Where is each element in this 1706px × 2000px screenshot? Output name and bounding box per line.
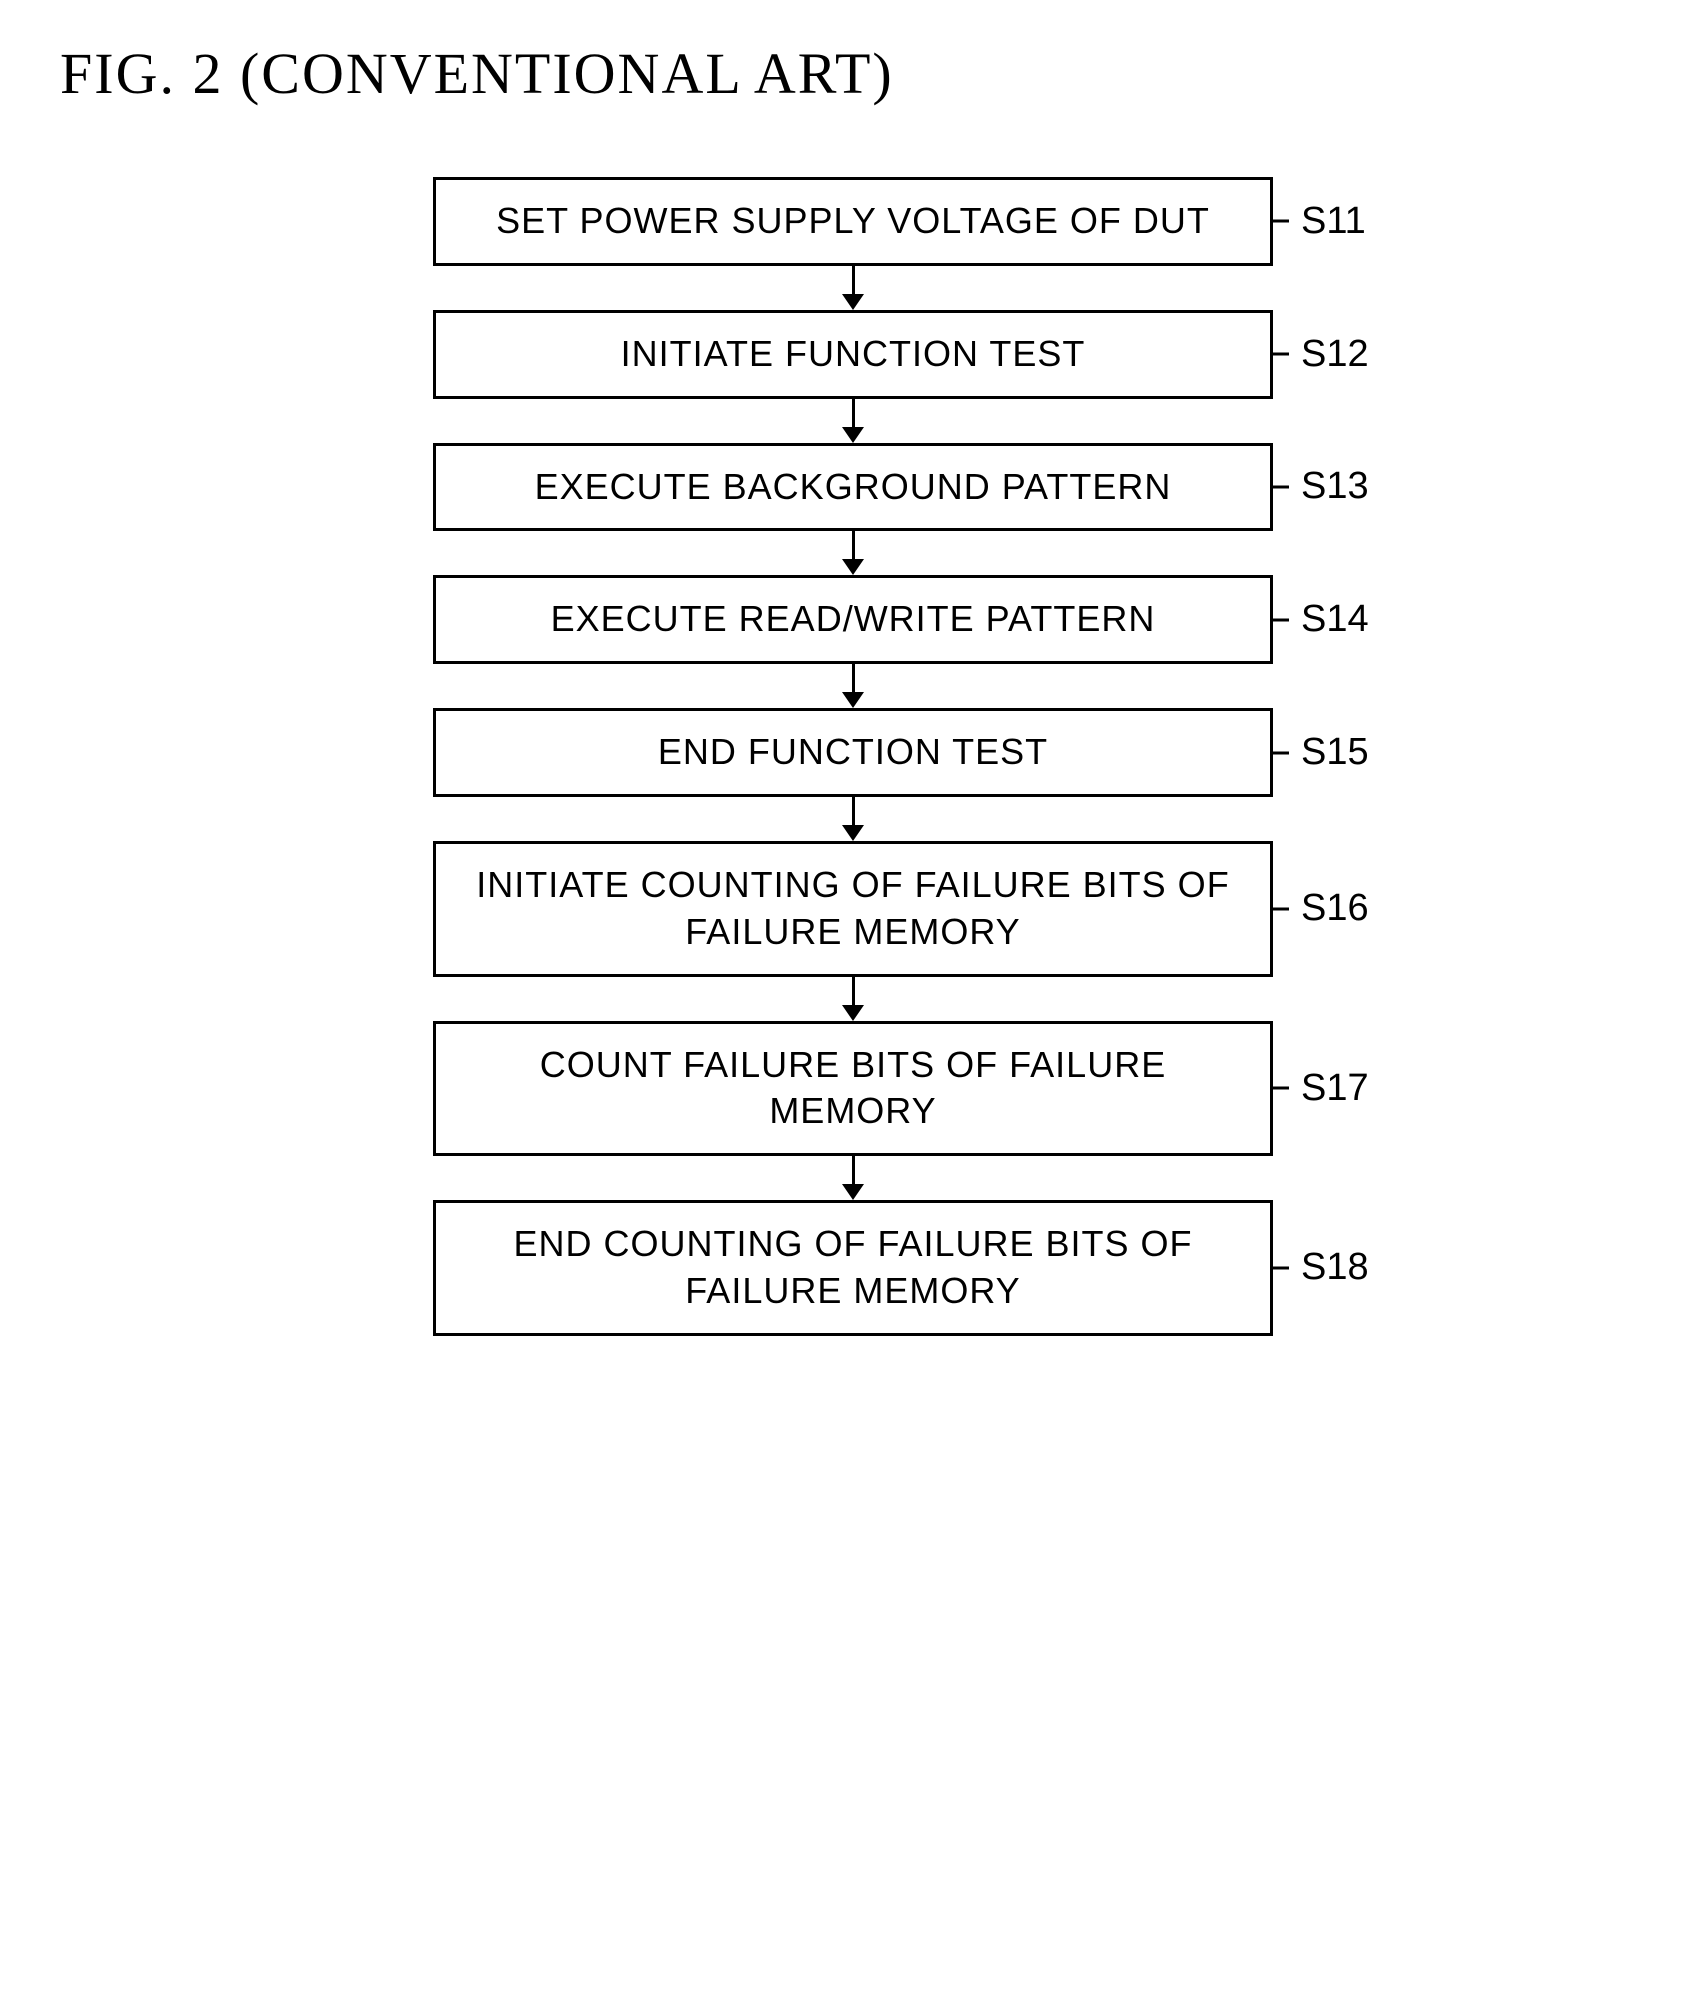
arrow-connector	[842, 266, 864, 310]
arrow-line	[852, 664, 855, 692]
label-tick	[1273, 907, 1289, 910]
step-row: EXECUTE READ/WRITE PATTERN S14	[160, 575, 1546, 664]
arrow-line	[852, 531, 855, 559]
figure-title: FIG. 2 (CONVENTIONAL ART)	[60, 40, 1646, 107]
step-box-s16: INITIATE COUNTING OF FAILURE BITS OF FAI…	[433, 841, 1273, 977]
arrow-head-icon	[842, 1184, 864, 1200]
label-tick	[1273, 353, 1289, 356]
step-label-s16: S16	[1301, 887, 1369, 930]
arrow-connector	[842, 977, 864, 1021]
step-box-s15: END FUNCTION TEST	[433, 708, 1273, 797]
step-box-s12: INITIATE FUNCTION TEST	[433, 310, 1273, 399]
arrow-line	[852, 266, 855, 294]
label-tick	[1273, 751, 1289, 754]
label-tick	[1273, 485, 1289, 488]
step-row: COUNT FAILURE BITS OF FAILURE MEMORY S17	[160, 1021, 1546, 1157]
step-label-s14: S14	[1301, 598, 1369, 641]
step-label-s18: S18	[1301, 1246, 1369, 1289]
arrow-head-icon	[842, 559, 864, 575]
step-label-s17: S17	[1301, 1067, 1369, 1110]
arrow-head-icon	[842, 294, 864, 310]
arrow-line	[852, 1156, 855, 1184]
arrow-line	[852, 797, 855, 825]
step-box-s14: EXECUTE READ/WRITE PATTERN	[433, 575, 1273, 664]
step-row: INITIATE FUNCTION TEST S12	[160, 310, 1546, 399]
arrow-connector	[842, 664, 864, 708]
step-label-s12: S12	[1301, 333, 1369, 376]
step-box-s11: SET POWER SUPPLY VOLTAGE OF DUT	[433, 177, 1273, 266]
label-tick	[1273, 618, 1289, 621]
arrow-head-icon	[842, 692, 864, 708]
step-box-s18: END COUNTING OF FAILURE BITS OF FAILURE …	[433, 1200, 1273, 1336]
step-box-s17: COUNT FAILURE BITS OF FAILURE MEMORY	[433, 1021, 1273, 1157]
label-tick	[1273, 1266, 1289, 1269]
arrow-line	[852, 977, 855, 1005]
arrow-connector	[842, 1156, 864, 1200]
label-tick	[1273, 220, 1289, 223]
step-row: SET POWER SUPPLY VOLTAGE OF DUT S11	[160, 177, 1546, 266]
step-label-s15: S15	[1301, 731, 1369, 774]
arrow-line	[852, 399, 855, 427]
step-row: END FUNCTION TEST S15	[160, 708, 1546, 797]
step-row: EXECUTE BACKGROUND PATTERN S13	[160, 443, 1546, 532]
arrow-head-icon	[842, 1005, 864, 1021]
step-label-s11: S11	[1301, 200, 1366, 243]
label-tick	[1273, 1087, 1289, 1090]
step-row: INITIATE COUNTING OF FAILURE BITS OF FAI…	[160, 841, 1546, 977]
arrow-head-icon	[842, 427, 864, 443]
flowchart-container: SET POWER SUPPLY VOLTAGE OF DUT S11 INIT…	[60, 177, 1646, 1336]
step-box-s13: EXECUTE BACKGROUND PATTERN	[433, 443, 1273, 532]
arrow-connector	[842, 531, 864, 575]
arrow-connector	[842, 797, 864, 841]
arrow-head-icon	[842, 825, 864, 841]
step-row: END COUNTING OF FAILURE BITS OF FAILURE …	[160, 1200, 1546, 1336]
step-label-s13: S13	[1301, 465, 1369, 508]
arrow-connector	[842, 399, 864, 443]
